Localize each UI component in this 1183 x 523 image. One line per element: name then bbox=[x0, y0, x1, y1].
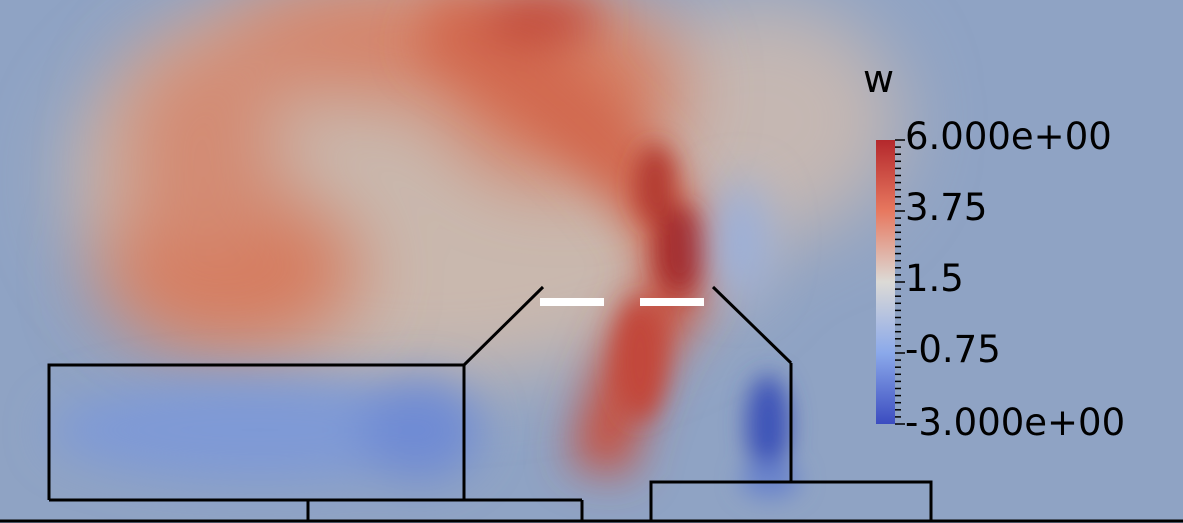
colorbar-tick-label-mid: 1.5 bbox=[905, 257, 964, 300]
colorbar-tick-label-max: 6.000e+00 bbox=[905, 115, 1112, 158]
field-minimum-region bbox=[740, 375, 800, 498]
opening-marker-left bbox=[540, 298, 604, 306]
colorbar-tick-label-min: -3.000e+00 bbox=[905, 401, 1126, 444]
field-cool-region bbox=[50, 180, 770, 480]
block-left-outline bbox=[47, 363, 466, 500]
hood-right-edge bbox=[711, 285, 793, 365]
colorbar-ticks bbox=[895, 139, 905, 425]
colorbar bbox=[876, 140, 895, 424]
field-peak-region bbox=[615, 145, 706, 420]
colorbar-tick-label-2: 3.75 bbox=[905, 186, 988, 229]
geometry-outline bbox=[0, 285, 1183, 523]
legend-title: w bbox=[863, 57, 895, 101]
block-right-outline bbox=[649, 480, 933, 521]
opening-markers bbox=[540, 298, 704, 306]
hood-left-edge bbox=[462, 285, 545, 367]
opening-marker-right bbox=[640, 298, 704, 306]
colorbar-tick-label-4: -0.75 bbox=[905, 328, 1001, 371]
